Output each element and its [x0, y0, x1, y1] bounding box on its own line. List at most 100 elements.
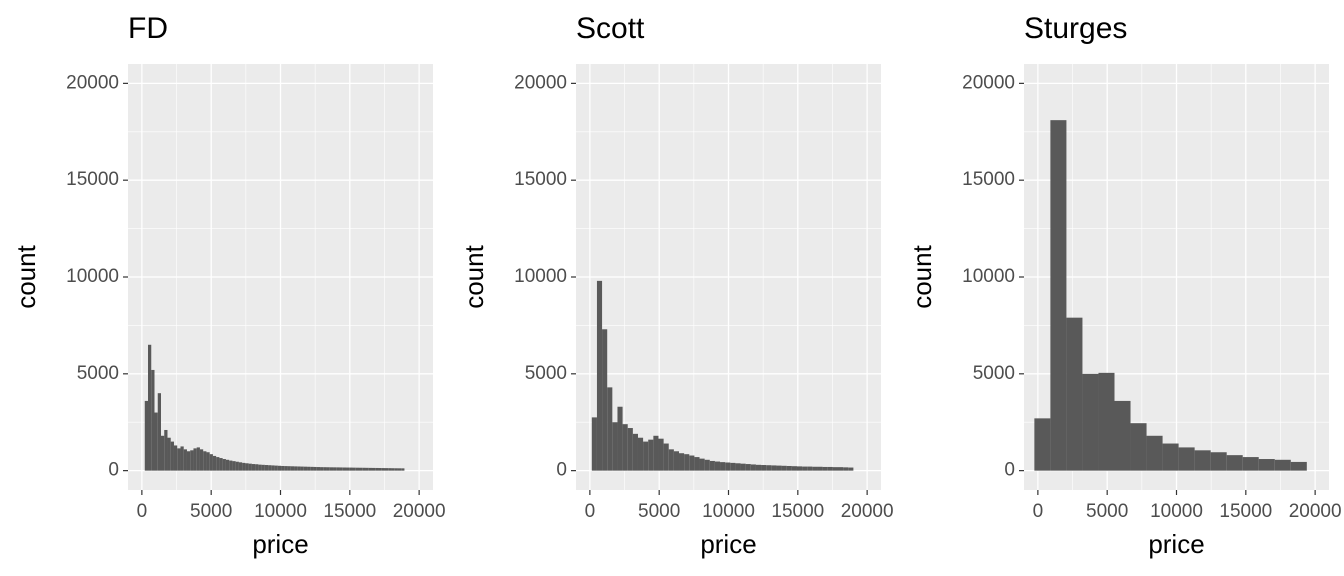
y-tick-label: 20000: [66, 72, 119, 93]
x-tick-label: 5000: [1086, 501, 1128, 522]
bar: [329, 467, 334, 471]
bar: [730, 462, 736, 471]
x-tick-label: 0: [1033, 501, 1044, 522]
bar: [303, 466, 308, 471]
bar: [401, 468, 405, 471]
bar: [812, 466, 818, 471]
bar: [300, 466, 304, 471]
bar: [391, 468, 395, 471]
x-tick-label: 20000: [841, 501, 894, 522]
bar: [349, 467, 353, 471]
bar: [255, 464, 259, 471]
bar: [368, 467, 372, 471]
y-tick-label: 15000: [514, 169, 567, 190]
bar: [154, 412, 158, 471]
bar: [643, 441, 649, 471]
bar: [290, 466, 295, 471]
bar: [709, 460, 715, 471]
x-tick-label: 10000: [1150, 501, 1203, 522]
bar: [1082, 373, 1099, 471]
y-axis-title: count: [11, 244, 41, 308]
bar: [199, 449, 204, 471]
bar: [384, 468, 389, 471]
bar: [180, 446, 184, 471]
bar: [183, 449, 187, 471]
bar: [203, 451, 207, 471]
bar: [653, 435, 659, 471]
bar: [242, 462, 246, 471]
bar: [1194, 450, 1211, 471]
bar: [714, 461, 721, 471]
bar: [378, 468, 382, 471]
bar: [164, 429, 168, 471]
bar: [755, 464, 762, 471]
y-tick-label: 10000: [66, 266, 119, 287]
bar: [268, 465, 272, 471]
bar: [196, 447, 200, 471]
bar: [310, 466, 314, 471]
y-tick-label: 0: [1004, 460, 1015, 481]
bar: [261, 464, 265, 471]
bar: [699, 458, 705, 471]
bar: [1274, 459, 1291, 471]
x-tick-label: 10000: [702, 501, 755, 522]
bar: [264, 465, 269, 471]
y-tick-label: 0: [556, 460, 567, 481]
bar: [232, 461, 236, 471]
x-tick-label: 15000: [1219, 501, 1272, 522]
y-tick-label: 20000: [514, 72, 567, 93]
bar: [157, 393, 161, 471]
bar: [235, 461, 239, 471]
bar: [612, 422, 618, 471]
bar: [684, 454, 690, 471]
bar: [148, 344, 152, 471]
x-tick-label: 20000: [393, 501, 446, 522]
panel: 0 5000 10000 15000 20000 0 5000 10000 15000 20000…: [459, 12, 894, 559]
bar: [637, 437, 644, 471]
bar: [186, 451, 191, 471]
y-tick-label: 20000: [962, 72, 1015, 93]
bar: [837, 467, 844, 471]
bar: [365, 467, 369, 471]
x-tick-label: 5000: [190, 501, 232, 522]
x-tick-label: 10000: [254, 501, 307, 522]
bar: [596, 280, 603, 471]
bar: [1098, 372, 1115, 471]
bar: [193, 448, 197, 471]
bar: [274, 465, 278, 471]
bar: [694, 457, 700, 471]
bar: [832, 467, 838, 471]
bar: [316, 467, 321, 471]
bar: [1178, 447, 1195, 471]
bar: [822, 466, 828, 471]
bar: [313, 466, 317, 471]
bar: [167, 437, 171, 471]
bar: [320, 467, 324, 471]
bar: [591, 417, 597, 471]
panel: 0 5000 10000 15000 20000 0 5000 10000 15000 20000…: [11, 12, 446, 559]
chart-title: FD: [128, 12, 168, 45]
bar: [294, 466, 298, 471]
bar: [1258, 459, 1275, 471]
bar: [735, 463, 741, 471]
bar: [339, 467, 343, 471]
bar: [668, 449, 674, 471]
bar: [796, 466, 803, 471]
y-tick-label: 10000: [514, 266, 567, 287]
bar: [281, 465, 285, 471]
bar: [807, 466, 813, 471]
bar: [277, 465, 282, 471]
y-tick-label: 5000: [973, 363, 1015, 384]
bar: [323, 467, 327, 471]
bar: [802, 466, 808, 471]
bar: [333, 467, 337, 471]
bar: [1034, 418, 1051, 471]
x-tick-label: 20000: [1289, 501, 1342, 522]
x-tick-label: 5000: [638, 501, 680, 522]
bar: [190, 450, 194, 471]
bar: [648, 439, 654, 471]
bar: [781, 465, 787, 471]
y-tick-label: 5000: [77, 363, 119, 384]
bar: [212, 455, 217, 471]
